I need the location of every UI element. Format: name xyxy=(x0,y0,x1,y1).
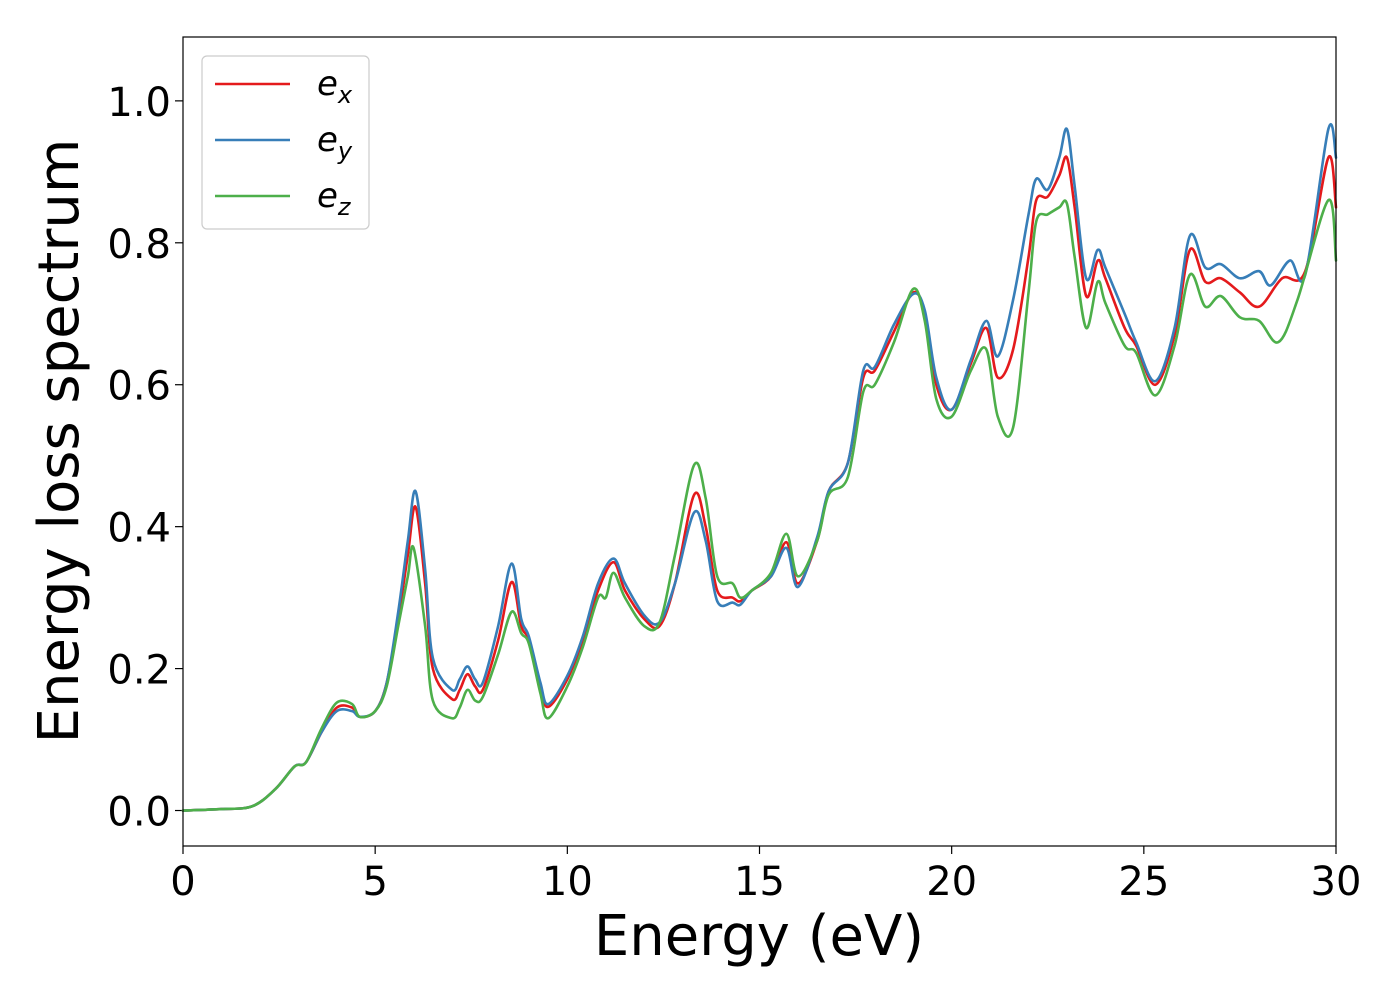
x-tick-label: 20 xyxy=(926,859,977,905)
x-tick-label: 0 xyxy=(170,859,195,905)
x-tick-label: 30 xyxy=(1311,859,1362,905)
legend-label-base: e xyxy=(317,64,338,104)
legend-label-subscript: y xyxy=(337,137,353,165)
legend-label-subscript: z xyxy=(337,193,352,221)
x-axis-title: Energy (eV) xyxy=(594,904,924,969)
x-tick-label: 15 xyxy=(734,859,785,905)
legend-label-base: e xyxy=(317,120,338,160)
x-ticks: 0 5 10 15 20 25 30 xyxy=(170,846,1361,905)
y-tick-label: 0.4 xyxy=(107,506,171,552)
y-ticks: 0.0 0.2 0.4 0.6 0.8 1.0 xyxy=(107,80,183,836)
legend-label-base: e xyxy=(317,176,338,216)
series-line-e-z xyxy=(181,198,1338,812)
legend-label-e-z: ez xyxy=(317,176,352,221)
x-tick-label: 25 xyxy=(1118,859,1169,905)
legend-box xyxy=(201,55,370,230)
x-tick-label: 5 xyxy=(362,859,387,905)
y-tick-label: 0.0 xyxy=(107,790,171,836)
y-tick-label: 0.6 xyxy=(107,364,171,410)
x-tick-label: 10 xyxy=(542,859,593,905)
legend-label-e-y: ey xyxy=(317,120,353,165)
y-tick-label: 0.2 xyxy=(107,648,171,694)
y-tick-label: 1.0 xyxy=(107,80,171,126)
series-line-e-x xyxy=(181,154,1338,812)
series-lines xyxy=(181,123,1338,812)
legend-label-e-x: ex xyxy=(317,64,353,109)
plot-frame xyxy=(182,36,1337,847)
y-axis-title: Energy loss spectrum xyxy=(27,139,92,744)
legend-label-subscript: x xyxy=(337,81,353,109)
y-tick-label: 0.8 xyxy=(107,222,171,268)
